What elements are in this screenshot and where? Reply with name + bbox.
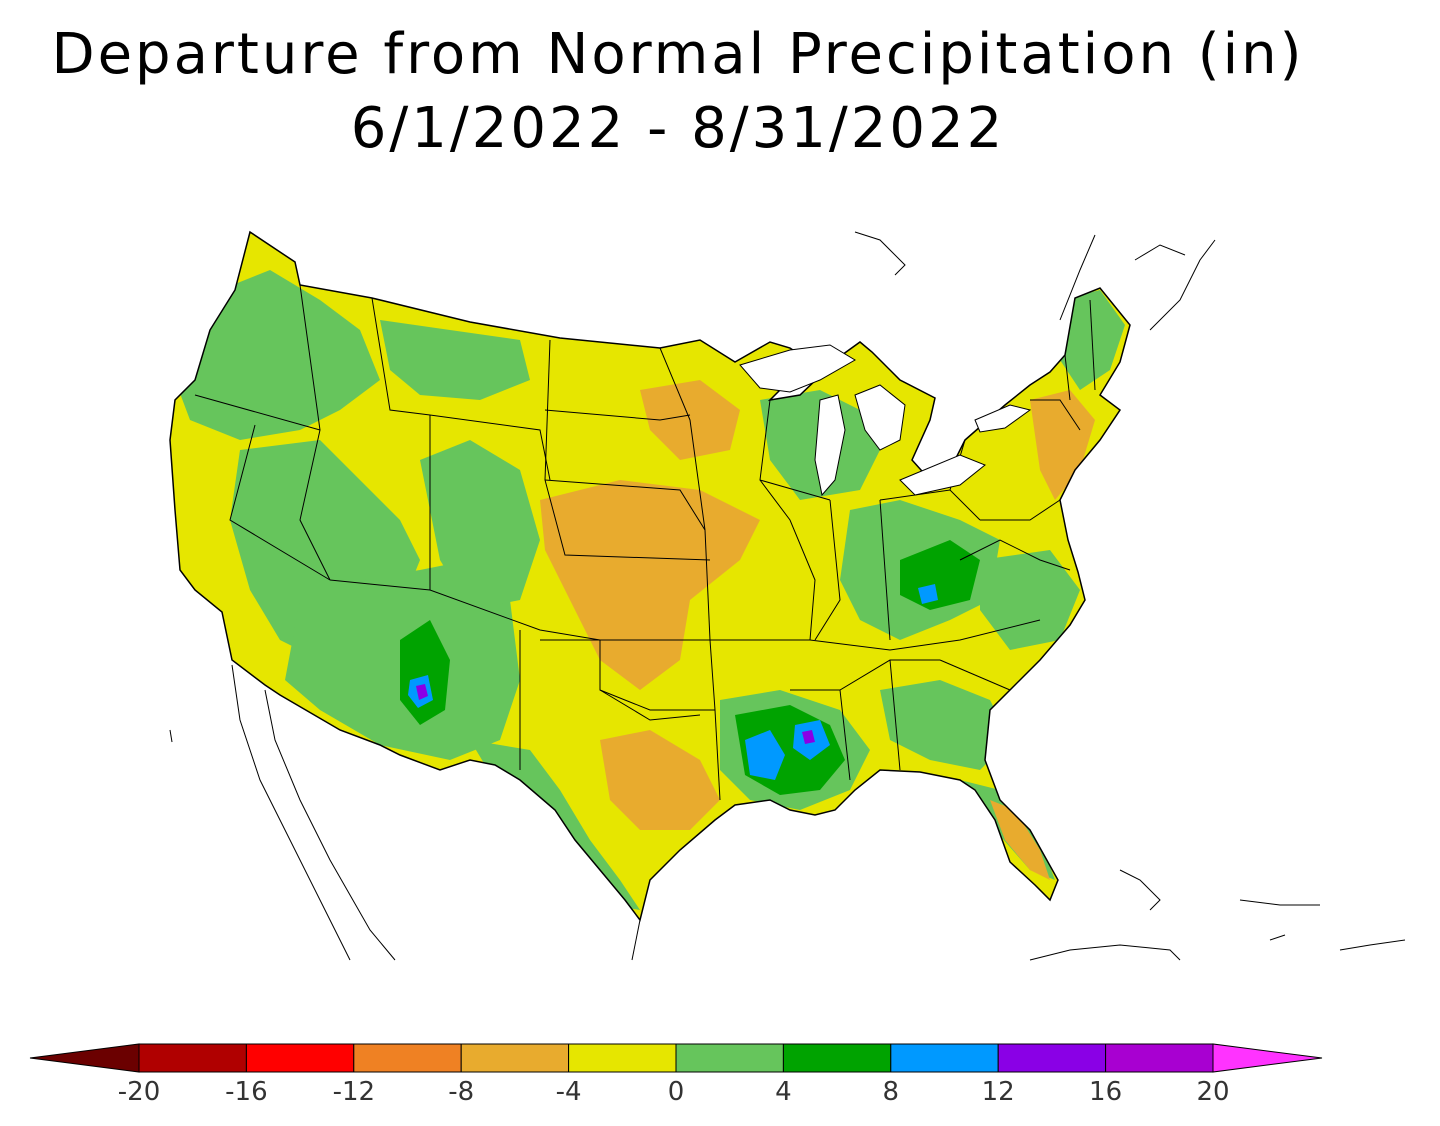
zone-extreme-wet-kentucky [918,584,938,604]
title-line-1: Departure from Normal Precipitation (in) [51,22,1305,87]
legend-tick-label: -20 [118,1077,160,1107]
legend-bin [460,1043,570,1073]
legend-bin [890,1043,999,1073]
great-lakes [739,344,1032,497]
map-title: Departure from Normal Precipitation (in)… [0,18,1356,166]
legend-tick-label: -12 [333,1077,375,1107]
zone-peak-wet-arizona [416,684,428,700]
legend-ticks: -20 -16 -12 -8 -4 0 4 8 12 16 20 [118,1077,1230,1107]
legend-bin [997,1043,1107,1073]
legend-bin [245,1043,355,1073]
legend-tick-label: 8 [883,1077,900,1107]
precipitation-departure-map [169,230,1406,961]
zone-extreme-wet-louisiana [745,730,785,780]
zone-dry-florida [990,800,1050,880]
zone-wet-southeast [880,680,1010,770]
zone-dry-northeast [1030,390,1095,500]
zone-dry-central-texas [600,730,720,830]
legend-tick-label: -4 [556,1077,582,1107]
zone-peak-wet-mississippi [802,730,815,744]
color-legend: -20 -16 -12 -8 -4 0 4 8 12 16 20 [29,1043,1323,1107]
legend-tick-label: 4 [775,1077,792,1107]
legend-extend-high [1212,1043,1323,1073]
legend-tick-label: -8 [448,1077,474,1107]
legend-tick-label: 16 [1089,1077,1122,1107]
legend-color-boxes [29,1043,1323,1073]
legend-bin [1105,1043,1214,1073]
zone-wet-pacific-northwest [175,270,380,440]
legend-tick-label: 20 [1196,1077,1229,1107]
legend-bin [782,1043,892,1073]
legend-bin [353,1043,462,1073]
legend-tick-label: 0 [668,1077,685,1107]
legend-tick-label: 12 [982,1077,1015,1107]
legend-bin [675,1043,784,1073]
state-boundaries [194,284,1096,801]
legend-extend-low [29,1043,140,1073]
zone-wet-montana [380,320,530,400]
legend-bin [138,1043,247,1073]
title-line-2: 6/1/2022 - 8/31/2022 [350,96,1006,161]
zone-wet-colorado [420,440,540,610]
legend-bin [568,1043,677,1073]
legend-tick-label: -16 [225,1077,267,1107]
neighbor-coastlines [169,231,1406,961]
zone-wet-carolinas [980,550,1080,650]
